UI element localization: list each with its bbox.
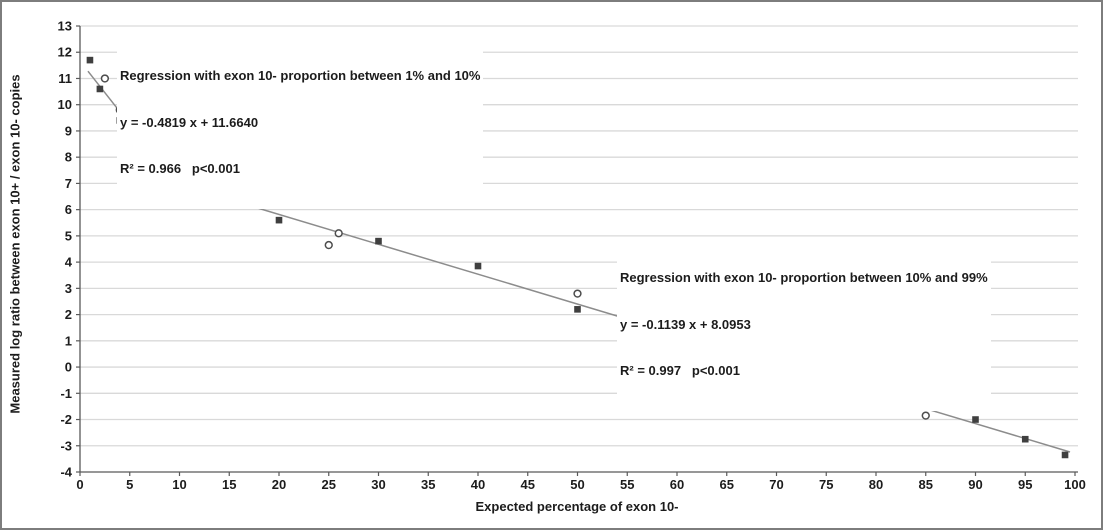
y-tick-label: 4	[65, 255, 73, 270]
annotation-r-squared: R² = 0.966 p<0.001	[120, 161, 240, 176]
data-point-circle	[100, 74, 110, 83]
annotation-equation: y = -0.4819 x + 11.6640	[120, 114, 259, 130]
y-tick-label: 12	[58, 45, 72, 60]
x-tick-label: 55	[620, 477, 634, 492]
data-point-circle	[324, 240, 333, 250]
y-tick-label: 5	[65, 228, 72, 243]
x-tick-label: 45	[521, 477, 535, 492]
x-tick-label: 5	[126, 477, 133, 492]
data-point-circle	[573, 289, 582, 298]
x-tick-label: 80	[869, 477, 883, 492]
y-tick-label: 11	[58, 71, 72, 86]
annotation-title: Regression with exon 10- proportion betw…	[620, 270, 988, 285]
x-tick-label: 15	[222, 477, 236, 492]
x-tick-label: 50	[570, 477, 584, 492]
y-tick-label: 7	[65, 176, 72, 191]
x-tick-label: 0	[76, 477, 83, 492]
y-tick-label: 9	[65, 123, 72, 138]
data-point-square	[375, 237, 382, 245]
data-point-square	[275, 216, 283, 224]
x-tick-label: 40	[471, 477, 485, 492]
y-axis-title: Measured log ratio between exon 10+ / ex…	[7, 74, 23, 414]
y-tick-label: -2	[60, 412, 72, 427]
x-axis-title: Expected percentage of exon 10-	[475, 499, 679, 514]
y-tick-label: 10	[58, 97, 72, 112]
y-tick-label: 3	[65, 281, 72, 296]
x-tick-label: 35	[421, 477, 435, 492]
y-tick-label: 1	[65, 333, 72, 348]
y-tick-label: 6	[65, 202, 72, 217]
y-tick-label: 13	[58, 19, 72, 34]
data-point-circle	[334, 229, 343, 238]
y-tick-label: 8	[65, 150, 72, 165]
x-tick-label: 20	[272, 477, 286, 492]
x-tick-label: 100	[1064, 477, 1086, 492]
data-point-square	[972, 416, 979, 423]
y-tick-label: -4	[60, 465, 72, 480]
data-point-circle	[921, 411, 930, 420]
data-point-square	[474, 262, 482, 270]
annotation-regression-low-range: Regression with exon 10- proportion betw…	[117, 36, 484, 209]
data-point-square	[1061, 451, 1069, 459]
x-tick-label: 70	[769, 477, 783, 492]
y-tick-label: -3	[60, 438, 72, 453]
x-tick-label: 95	[1018, 477, 1032, 492]
x-tick-label: 90	[968, 477, 982, 492]
y-tick-label: -1	[60, 386, 72, 401]
annotation-regression-high-range: Regression with exon 10- proportion betw…	[617, 238, 991, 411]
y-tick-label: 2	[65, 307, 72, 322]
data-point-square	[96, 85, 104, 93]
data-point-square	[1021, 435, 1029, 443]
annotation-equation: y = -0.1139 x + 8.0953	[620, 316, 751, 332]
annotation-r-squared: R² = 0.997 p<0.001	[620, 363, 740, 378]
data-point-square	[86, 56, 94, 64]
y-tick-label: 0	[65, 360, 72, 375]
x-tick-label: 65	[720, 477, 734, 492]
x-tick-label: 10	[172, 477, 186, 492]
x-tick-label: 85	[919, 477, 933, 492]
x-tick-label: 75	[819, 477, 833, 492]
x-tick-label: 60	[670, 477, 684, 492]
x-tick-label: 25	[322, 477, 336, 492]
data-point-square	[574, 306, 581, 313]
annotation-title: Regression with exon 10- proportion betw…	[120, 68, 481, 83]
x-tick-label: 30	[371, 477, 385, 492]
